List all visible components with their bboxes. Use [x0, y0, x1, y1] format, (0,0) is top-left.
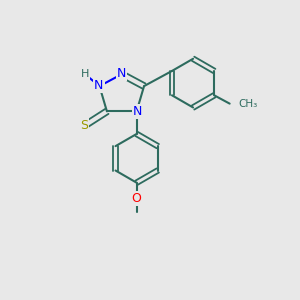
Text: H: H	[81, 69, 90, 79]
Text: O: O	[132, 192, 142, 205]
Text: S: S	[80, 119, 88, 132]
Text: N: N	[94, 79, 104, 92]
Text: N: N	[117, 67, 127, 80]
Text: CH₃: CH₃	[238, 99, 257, 109]
Text: N: N	[133, 105, 142, 118]
